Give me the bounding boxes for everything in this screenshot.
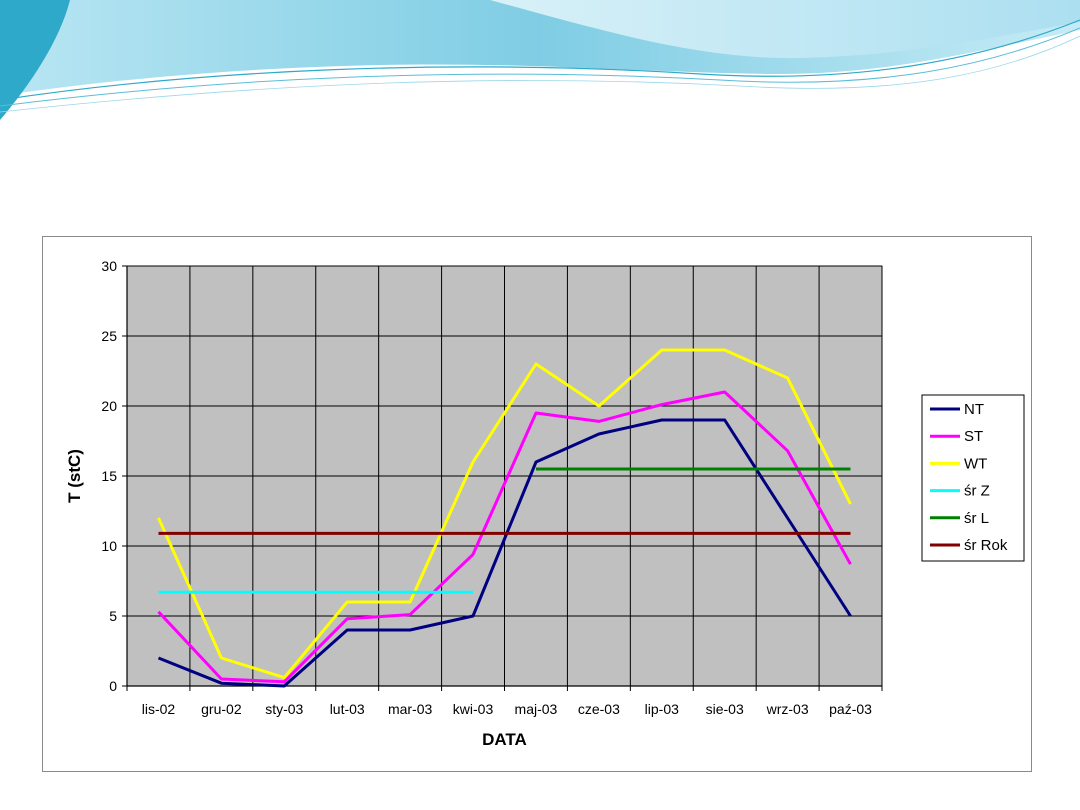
header-wave-line-1	[0, 19, 1080, 101]
y-tick-label: 10	[101, 538, 117, 554]
x-tick-label: cze-03	[578, 701, 620, 717]
temperature-line-chart: 0 5 10 15 20 25 30 lis-02 gru-02 sty-03 lut-03 mar-…	[65, 258, 1025, 749]
x-tick-label: sty-03	[265, 701, 303, 717]
x-tick-label: paź-03	[829, 701, 872, 717]
y-tick-label: 30	[101, 258, 117, 274]
legend-label: śr Z	[964, 483, 990, 500]
y-tick-label: 20	[101, 398, 117, 414]
header-wave-left	[0, 0, 70, 120]
legend-label: śr Rok	[964, 537, 1008, 554]
x-tick-label: gru-02	[201, 701, 242, 717]
legend-label: ST	[964, 428, 983, 445]
x-tick-label: lis-02	[142, 701, 176, 717]
x-tick-label: lip-03	[645, 701, 679, 717]
legend-label: NT	[964, 401, 984, 418]
header-wave-line-2	[0, 27, 1080, 107]
x-tick-label: lut-03	[330, 701, 365, 717]
x-tick-label: sie-03	[706, 701, 744, 717]
legend-label: WT	[964, 455, 987, 472]
series-line-NT	[157, 418, 852, 688]
chart-frame: 0 5 10 15 20 25 30 lis-02 gru-02 sty-03 lut-03 mar-…	[42, 236, 1032, 772]
series-line-ST	[157, 390, 852, 684]
x-axis-title: DATA	[482, 730, 527, 749]
x-tick-label: wrz-03	[766, 701, 809, 717]
header-wave-line-3	[0, 35, 1080, 113]
slide-header-wave	[0, 0, 1080, 120]
series-line-WT	[157, 348, 852, 680]
x-tick-label: maj-03	[515, 701, 558, 717]
y-tick-label: 0	[109, 678, 117, 694]
header-wave-highlight	[490, 0, 1080, 59]
legend-box	[921, 394, 1025, 562]
legend-label: śr L	[964, 510, 989, 527]
x-tick-label: kwi-03	[453, 701, 494, 717]
x-tick-label: mar-03	[388, 701, 433, 717]
y-tick-label: 15	[101, 468, 117, 484]
y-tick-label: 5	[109, 608, 117, 624]
y-tick-label: 25	[101, 328, 117, 344]
y-axis-title: T (stC)	[65, 449, 84, 503]
